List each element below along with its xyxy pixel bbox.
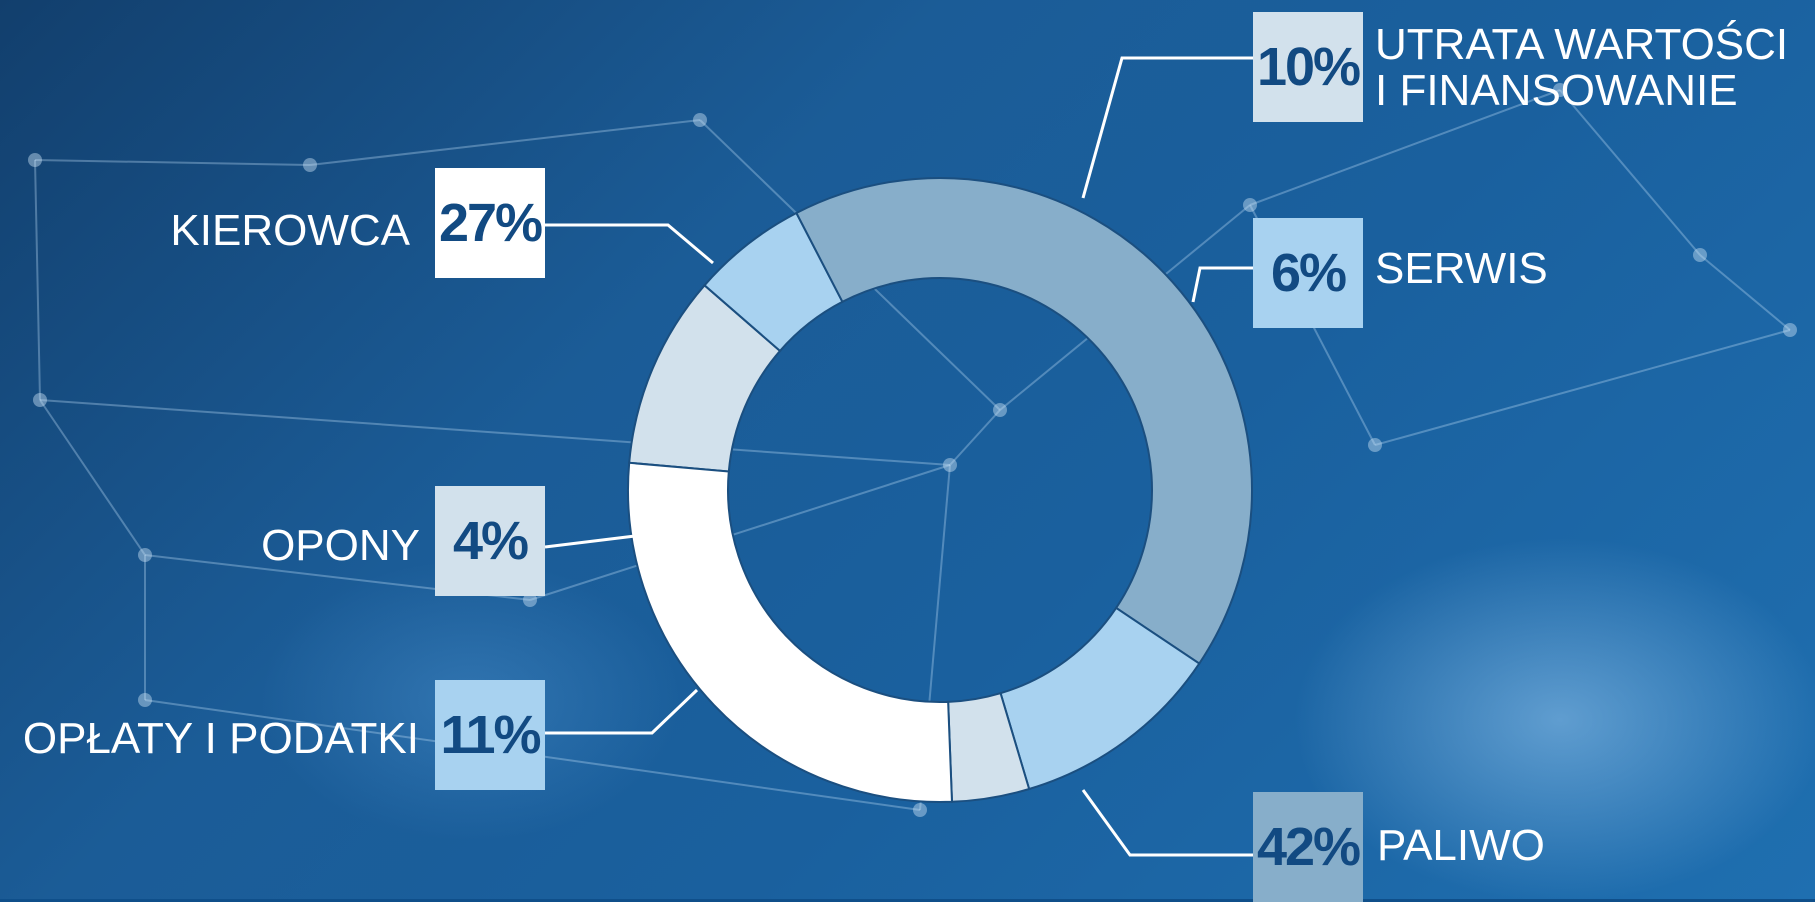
label-opony: OPONY [261, 521, 420, 570]
network-node [28, 153, 42, 167]
pct-opony: 4% [452, 511, 529, 571]
connector-line-paliwo [1081, 789, 1253, 857]
network-node [303, 158, 317, 172]
network-line [1559, 89, 1701, 256]
donut-slice-kierowca [627, 461, 954, 803]
label-kierowca: KIEROWCA [170, 206, 410, 255]
network-node [1368, 438, 1382, 452]
network-node [1693, 248, 1707, 262]
network-line [1249, 89, 1561, 206]
pct-box-opony: 4% [435, 486, 545, 596]
pct-box-oplaty: 11% [435, 680, 545, 790]
network-node [1243, 198, 1257, 212]
network-line [949, 409, 1001, 466]
network-node [33, 393, 47, 407]
network-line [39, 399, 146, 556]
network-line [529, 464, 951, 601]
pct-box-kierowca: 27% [435, 168, 545, 278]
network-line [309, 119, 701, 166]
network-node [913, 803, 927, 817]
pct-box-utrata: 10% [1253, 12, 1363, 122]
network-node [1553, 83, 1567, 97]
label-serwis: SERWIS [1375, 244, 1548, 293]
network-line [39, 399, 951, 466]
connector-line-kierowca [545, 223, 714, 265]
network-line [1374, 329, 1791, 446]
network-node [993, 403, 1007, 417]
network-line [34, 159, 41, 401]
connector-line-oplaty [545, 688, 699, 735]
donut-slice-paliwo [795, 177, 1253, 665]
network-node [523, 593, 537, 607]
network-node [943, 458, 957, 472]
pct-serwis: 6% [1270, 243, 1347, 303]
network-line [34, 159, 311, 166]
pct-box-serwis: 6% [1253, 218, 1363, 328]
pct-utrata: 10% [1256, 37, 1361, 97]
label-oplaty: OPŁATY I PODATKI [22, 714, 419, 763]
label-utrata: UTRATA WARTOŚCI I FINANSOWANIE [1375, 20, 1789, 115]
connector-line-opony [544, 534, 636, 549]
pct-oplaty: 11% [440, 705, 541, 765]
network-node [138, 693, 152, 707]
network-line [1699, 254, 1791, 331]
pct-kierowca: 27% [438, 193, 543, 253]
network-node [693, 113, 707, 127]
network-node [1783, 323, 1797, 337]
pct-paliwo: 42% [1256, 817, 1361, 877]
network-node [138, 548, 152, 562]
pct-box-paliwo: 42% [1253, 792, 1363, 902]
connector-line-serwis [1191, 266, 1253, 303]
connector-line-utrata [1081, 56, 1253, 199]
label-paliwo: PALIWO [1377, 821, 1545, 870]
